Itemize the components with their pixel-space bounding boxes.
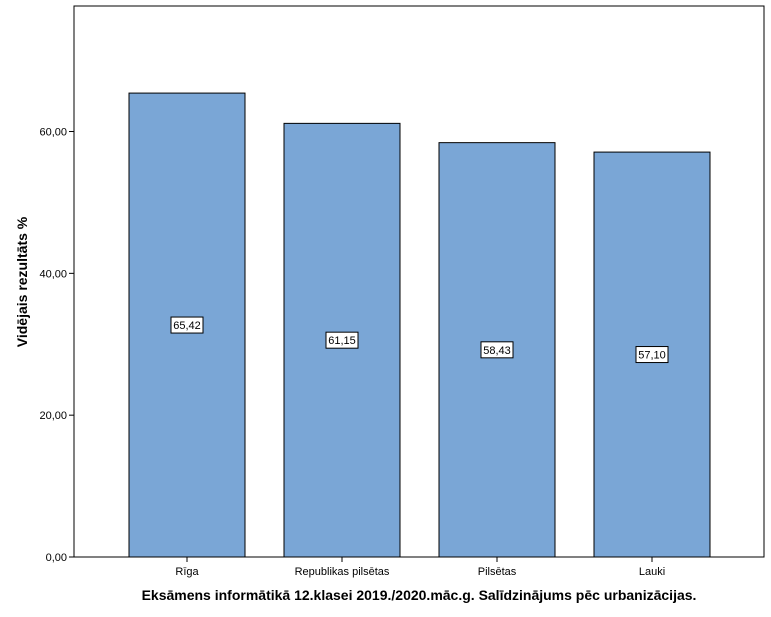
y-tick-label: 0,00 <box>46 552 67 564</box>
y-tick-label: 60,00 <box>39 127 67 139</box>
x-axis-title: Eksāmens informātikā 12.klasei 2019./202… <box>142 587 697 603</box>
x-tick-label: Rīga <box>175 566 199 578</box>
y-tick-label: 40,00 <box>39 268 67 280</box>
data-label: 58,43 <box>483 345 511 357</box>
data-label: 61,15 <box>328 335 356 347</box>
x-tick-label: Republikas pilsētas <box>295 566 390 578</box>
bars-group: 65,42 61,15 58,43 57,10 <box>128 92 711 558</box>
data-label-box <box>480 341 514 359</box>
data-label-box <box>170 316 204 334</box>
data-label-box <box>635 346 669 364</box>
x-axis-ticks: Rīga Republikas pilsētas Pilsētas Lauki <box>175 557 665 578</box>
x-tick-label: Pilsētas <box>478 566 517 578</box>
data-label: 57,10 <box>638 350 666 362</box>
data-label: 65,42 <box>173 320 201 332</box>
data-label-box <box>325 331 359 349</box>
y-tick-label: 20,00 <box>39 410 67 422</box>
y-axis-title: Vidējais rezultāts % <box>14 216 30 347</box>
y-axis-ticks: 0,00 20,00 40,00 60,00 <box>39 127 74 564</box>
x-tick-label: Lauki <box>639 566 665 578</box>
